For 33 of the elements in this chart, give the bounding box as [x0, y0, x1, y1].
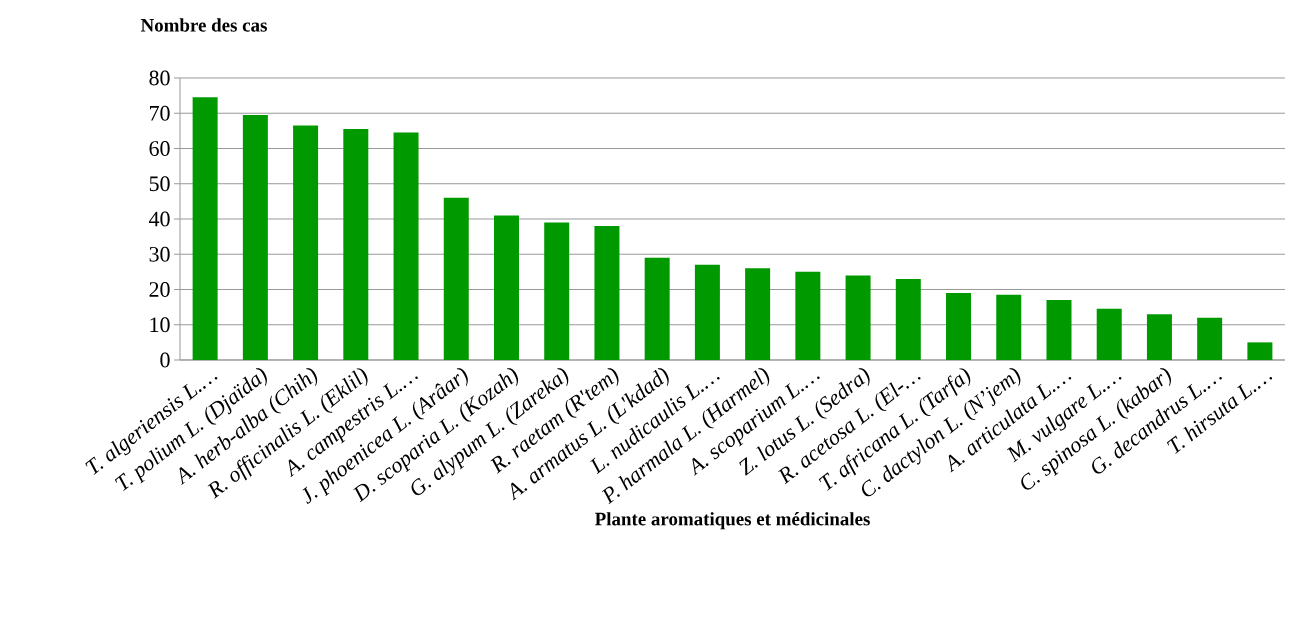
bar — [745, 268, 771, 360]
x-axis-title: Plante aromatiques et médicinales — [595, 512, 870, 530]
y-tick-label: 70 — [150, 105, 170, 121]
y-tick-label: 80 — [149, 70, 170, 86]
bar — [694, 264, 720, 360]
bar — [393, 132, 419, 360]
bar — [1197, 317, 1223, 360]
bar — [795, 271, 821, 360]
bar — [594, 226, 620, 360]
bar — [644, 257, 670, 360]
bar — [192, 97, 218, 360]
bar — [1096, 308, 1122, 360]
bar — [443, 197, 469, 360]
y-tick-label: 20 — [149, 282, 170, 297]
y-tick-label: 0 — [160, 352, 170, 368]
bar — [343, 129, 369, 360]
bar — [895, 278, 921, 360]
bar — [1146, 314, 1172, 360]
bar — [996, 294, 1022, 360]
y-tick-label: 10 — [150, 317, 170, 333]
bar — [946, 293, 972, 360]
y-tick-label: 30 — [149, 246, 170, 262]
bar — [242, 115, 268, 360]
y-axis-title: Nombre des cas — [140, 18, 267, 32]
bar — [1247, 342, 1273, 360]
bar — [544, 222, 570, 360]
y-tick-label: 60 — [149, 141, 170, 156]
y-tick-label: 40 — [149, 211, 170, 227]
bar — [845, 275, 871, 360]
y-tick-label: 50 — [149, 176, 170, 192]
bar — [493, 215, 519, 360]
bar — [1046, 300, 1072, 360]
bar — [293, 125, 319, 360]
